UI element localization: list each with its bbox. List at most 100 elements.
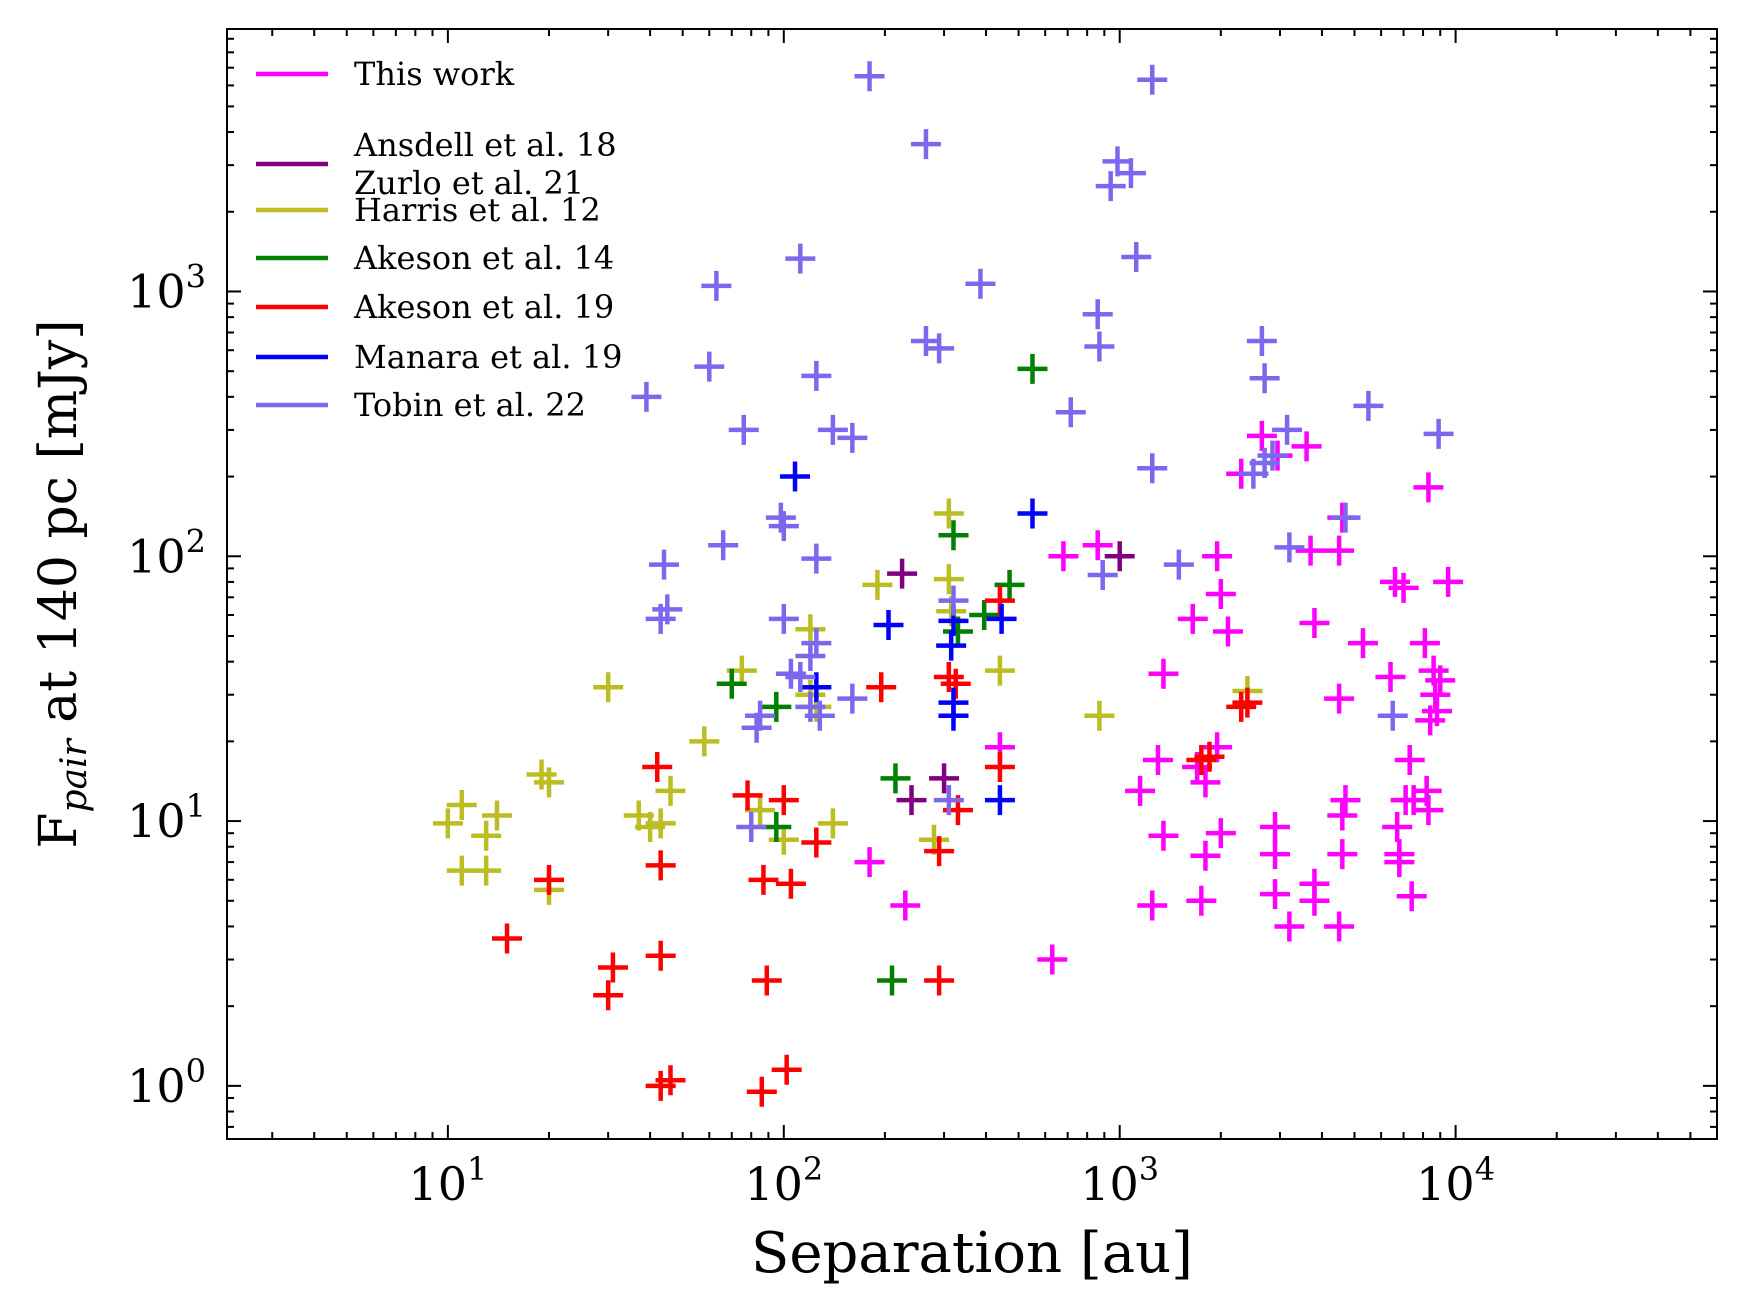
- data-point-s6-6: [785, 243, 816, 274]
- data-point-s2-13: [446, 789, 477, 820]
- data-point-s0-7: [1082, 530, 1113, 561]
- data-point-s6-38: [1087, 559, 1118, 590]
- data-point-s6-32: [801, 543, 832, 574]
- legend-label-2: Harris et al. 12: [354, 191, 601, 229]
- data-point-s3-0: [1017, 353, 1048, 384]
- data-point-s0-14: [1299, 607, 1330, 638]
- data-point-s5-9: [984, 785, 1015, 816]
- data-point-s0-33: [1125, 775, 1156, 806]
- data-point-s2-2: [862, 569, 893, 600]
- data-point-s0-50: [854, 847, 885, 878]
- data-point-s6-54: [804, 700, 835, 731]
- data-point-s5-6: [801, 672, 832, 703]
- legend-label-3: Akeson et al. 14: [353, 239, 614, 277]
- tick-labels: 101 102 103 104 100 101 102 103: [127, 257, 1495, 1211]
- data-point-s4-28: [771, 1054, 802, 1085]
- data-point-s6-44: [795, 641, 826, 672]
- data-point-s6-7: [1121, 241, 1152, 272]
- data-point-s2-25: [817, 808, 848, 839]
- data-point-s4-15: [645, 850, 676, 881]
- data-point-s0-38: [1413, 795, 1444, 826]
- data-point-s6-8: [701, 270, 732, 301]
- data-point-s6-51: [1377, 700, 1408, 731]
- data-point-s0-23: [1425, 665, 1456, 696]
- data-point-s0-52: [1260, 879, 1291, 910]
- data-point-s4-22: [645, 940, 676, 971]
- x-axis-label: Separation [au]: [751, 1221, 1193, 1286]
- data-point-s4-26: [655, 1065, 686, 1096]
- data-point-s3-3: [969, 600, 1000, 631]
- data-point-s0-25: [1324, 683, 1355, 714]
- data-point-s6-50: [741, 712, 772, 743]
- data-point-s6-12: [924, 333, 955, 364]
- legend-label-0: This work: [354, 55, 515, 93]
- data-point-s0-58: [1274, 911, 1305, 942]
- data-point-s0-59: [1324, 911, 1355, 942]
- data-point-s2-0: [933, 498, 964, 529]
- data-point-s6-46: [785, 662, 816, 693]
- data-point-s6-25: [1423, 418, 1454, 449]
- data-point-s2-8: [689, 726, 720, 757]
- data-point-s2-21: [645, 808, 676, 839]
- data-point-s4-20: [597, 952, 628, 983]
- data-point-s6-36: [1163, 549, 1194, 580]
- data-point-s2-27: [471, 855, 502, 886]
- data-point-s0-0: [1246, 420, 1277, 451]
- data-point-s4-5: [1226, 691, 1257, 722]
- data-point-s6-9: [965, 268, 996, 299]
- data-point-s0-12: [1177, 603, 1208, 634]
- data-point-s6-15: [694, 351, 725, 382]
- data-point-s4-11: [768, 785, 799, 816]
- data-point-s4-27: [746, 1076, 777, 1107]
- data-point-s6-34: [708, 530, 739, 561]
- data-point-s0-54: [1137, 890, 1168, 921]
- y-tick-label: 101: [127, 787, 206, 848]
- data-point-s6-37: [1330, 502, 1361, 533]
- data-point-s0-17: [1388, 572, 1419, 603]
- data-point-s5-2: [873, 610, 904, 641]
- data-point-s0-44: [1260, 839, 1291, 870]
- data-point-s0-4: [1413, 472, 1444, 503]
- data-point-s4-24: [924, 965, 955, 996]
- data-point-s0-20: [1148, 658, 1179, 689]
- data-point-s0-11: [1205, 579, 1236, 610]
- data-point-s6-33: [649, 549, 680, 580]
- data-point-s0-9: [1295, 535, 1326, 566]
- x-tick-label: 102: [744, 1150, 823, 1211]
- data-point-s4-21: [593, 980, 624, 1011]
- legend-label-1: Ansdell et al. 18: [353, 126, 617, 164]
- data-point-s4-4: [1232, 687, 1263, 718]
- legend-label-5: Manara et al. 19: [354, 338, 622, 376]
- data-point-s0-31: [1190, 767, 1221, 798]
- data-point-s6-20: [728, 414, 759, 445]
- data-point-s3-2: [994, 569, 1025, 600]
- data-point-s0-49: [1384, 847, 1415, 878]
- data-point-s4-7: [1186, 745, 1217, 776]
- data-point-s2-3: [795, 614, 826, 645]
- data-point-s6-40: [645, 603, 676, 634]
- data-point-s2-22: [655, 775, 686, 806]
- data-point-s4-9: [984, 752, 1015, 783]
- data-point-s0-55: [1186, 885, 1217, 916]
- data-point-s3-6: [761, 691, 792, 722]
- data-point-s0-53: [1299, 885, 1330, 916]
- data-point-s3-9: [877, 965, 908, 996]
- data-point-s0-57: [890, 890, 921, 921]
- data-point-s6-28: [1238, 458, 1269, 489]
- data-point-s4-18: [775, 868, 806, 899]
- data-point-s0-45: [1327, 839, 1358, 870]
- legend-label-6: Tobin et al. 22: [354, 386, 586, 424]
- data-point-s6-24: [1272, 414, 1303, 445]
- data-point-s0-8: [1202, 541, 1233, 572]
- data-point-s6-10: [1082, 299, 1113, 330]
- data-point-s4-19: [492, 923, 523, 954]
- data-point-s5-1: [1017, 498, 1048, 529]
- data-point-s6-5: [1095, 171, 1126, 202]
- data-point-s6-35: [1274, 532, 1305, 563]
- data-points: [432, 61, 1464, 1107]
- data-point-s0-19: [1409, 628, 1440, 659]
- data-point-s2-14: [432, 808, 463, 839]
- data-point-s5-8: [938, 700, 969, 731]
- data-point-s4-2: [940, 668, 971, 699]
